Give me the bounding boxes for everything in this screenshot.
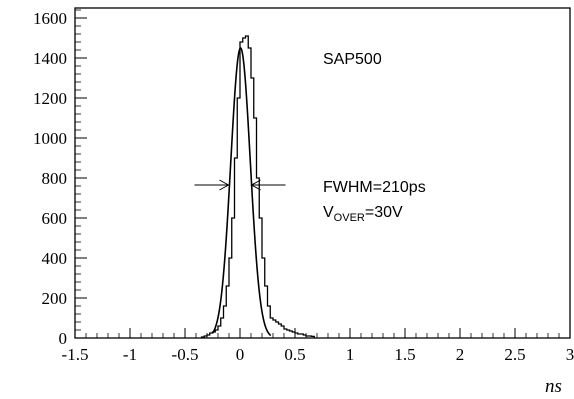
fwhm-left-arrow-head (219, 179, 230, 191)
y-tick-label: 0 (59, 329, 68, 348)
y-tick-label: 1600 (33, 9, 67, 28)
x-tick-label: 1.5 (394, 345, 415, 364)
x-tick-label: -1 (123, 345, 137, 364)
x-tick-label: 0.5 (284, 345, 305, 364)
histogram-series (200, 35, 315, 338)
fwhm-label: FWHM=210ps (323, 179, 426, 196)
x-axis-tick-labels: -1.5 -1 -0.5 0 0.5 1 1.5 2 2.5 3 (62, 345, 574, 364)
device-label: SAP500 (323, 51, 382, 68)
y-tick-label: 1200 (33, 89, 67, 108)
x-tick-label: 3 (566, 345, 574, 364)
y-tick-label: 200 (42, 289, 68, 308)
overvoltage-value: =30V (365, 204, 403, 221)
gaussian-fit-curve (211, 47, 272, 337)
x-tick-label: 0 (236, 345, 245, 364)
y-tick-label: 400 (42, 249, 68, 268)
x-tick-label: 2 (456, 345, 465, 364)
x-tick-label: 2.5 (504, 345, 525, 364)
overvoltage-label: VOVER=30V (323, 204, 403, 224)
overvoltage-subscript: OVER (334, 212, 365, 224)
x-tick-label: 1 (346, 345, 355, 364)
y-axis-ticks (75, 9, 87, 339)
x-tick-label: -0.5 (172, 345, 199, 364)
x-tick-label: -1.5 (62, 345, 89, 364)
y-tick-label: 800 (42, 169, 68, 188)
y-tick-label: 1400 (33, 49, 67, 68)
fwhm-right-arrow-head (250, 179, 261, 191)
overvoltage-symbol: V (323, 204, 334, 221)
fwhm-arrows (194, 179, 286, 191)
x-axis-unit-label: ns (545, 376, 562, 397)
plot-frame (74, 7, 571, 339)
y-axis-tick-labels: 0 200 400 600 800 1000 1200 1400 1600 (33, 9, 67, 348)
y-tick-label: 1000 (33, 129, 67, 148)
y-tick-label: 600 (42, 209, 68, 228)
